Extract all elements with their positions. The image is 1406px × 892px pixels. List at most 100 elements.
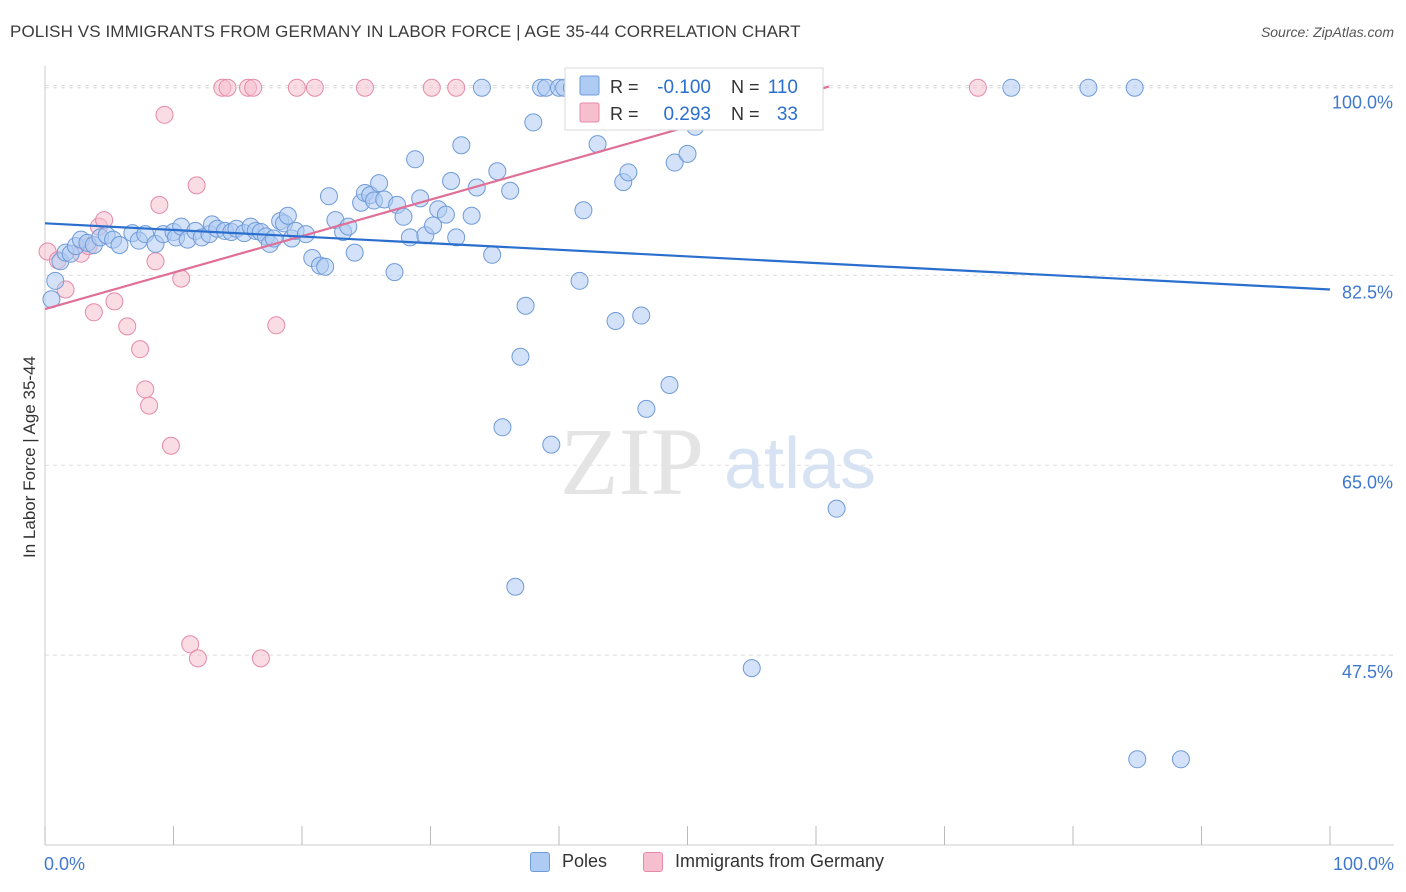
poles-point[interactable] [574, 201, 593, 220]
germany-point[interactable] [188, 649, 207, 668]
germany-point[interactable] [161, 436, 180, 455]
legend-label-germany: Immigrants from Germany [675, 851, 885, 871]
poles-point[interactable] [742, 659, 761, 678]
germany-point[interactable] [355, 78, 374, 97]
poles-point[interactable] [385, 263, 404, 282]
germany-swatch [643, 851, 663, 872]
legend-poles-r-label: R = [610, 77, 639, 97]
correlation-legend: R = -0.100 N = 110 R = 0.293 N = 33 [564, 67, 824, 131]
y-tick-label: 82.5% [1342, 282, 1393, 302]
germany-point[interactable] [305, 78, 324, 97]
poles-point[interactable] [316, 257, 335, 276]
legend-germany-n-value: 33 [777, 104, 798, 125]
poles-point[interactable] [46, 271, 65, 290]
germany-point[interactable] [131, 340, 150, 359]
poles-point[interactable] [524, 113, 543, 132]
poles-point[interactable] [394, 207, 413, 226]
poles-point[interactable] [637, 399, 656, 418]
legend-germany-swatch [579, 102, 600, 123]
grid-lines [45, 85, 1394, 656]
legend-label-poles: Poles [562, 851, 608, 871]
x-tick-label-min: 0.0% [44, 854, 85, 874]
poles-swatch [530, 851, 550, 872]
poles-point[interactable] [619, 163, 638, 182]
poles-point[interactable] [462, 206, 481, 225]
germany-point[interactable] [968, 78, 987, 97]
germany-point[interactable] [422, 78, 441, 97]
germany-point[interactable] [287, 78, 306, 97]
germany-point[interactable] [244, 78, 263, 97]
legend-poles-r-value: -0.100 [657, 77, 711, 98]
poles-point[interactable] [606, 311, 625, 330]
poles-point[interactable] [1002, 78, 1021, 97]
watermark: ZIP atlas [560, 408, 876, 515]
germany-point[interactable] [181, 635, 200, 654]
poles-point[interactable] [483, 245, 502, 264]
y-tick-label: 65.0% [1342, 472, 1393, 492]
watermark-zip: ZIP [560, 408, 704, 515]
axes: 100.0% 82.5% 65.0% 47.5% [44, 66, 1394, 846]
poles-point[interactable] [452, 136, 471, 155]
chart-title: POLISH VS IMMIGRANTS FROM GERMANY IN LAB… [10, 22, 801, 41]
poles-point[interactable] [511, 347, 530, 366]
poles-point[interactable] [406, 150, 425, 169]
legend-box [564, 67, 824, 131]
poles-point[interactable] [506, 577, 525, 596]
germany-point[interactable] [187, 176, 206, 195]
poles-point[interactable] [570, 271, 589, 290]
poles-trend-line [44, 222, 1331, 291]
poles-point[interactable] [1079, 78, 1098, 97]
poles-point[interactable] [278, 206, 297, 225]
poles-point[interactable] [110, 236, 129, 255]
poles-point[interactable] [442, 172, 461, 191]
source-credit: Source: ZipAtlas.com [1260, 24, 1394, 40]
poles-point[interactable] [1128, 750, 1147, 769]
poles-point[interactable] [1125, 78, 1144, 97]
watermark-atlas: atlas [724, 424, 876, 504]
legend-poles-swatch [579, 75, 600, 96]
poles-point[interactable] [488, 162, 507, 181]
germany-point[interactable] [447, 78, 466, 97]
legend-germany-r-value: 0.293 [663, 104, 711, 125]
germany-point[interactable] [155, 105, 174, 124]
poles-point[interactable] [436, 205, 455, 224]
germany-point[interactable] [84, 303, 103, 322]
y-tick-label: 47.5% [1342, 662, 1393, 682]
poles-point[interactable] [632, 306, 651, 325]
poles-point[interactable] [370, 174, 389, 193]
poles-point[interactable] [493, 418, 512, 437]
poles-point[interactable] [424, 216, 443, 235]
poles-point[interactable] [345, 243, 364, 262]
poles-point[interactable] [472, 78, 491, 97]
y-axis-title: In Labor Force | Age 35-44 [20, 356, 39, 558]
germany-point[interactable] [140, 396, 159, 415]
germany-point[interactable] [218, 78, 237, 97]
legend-poles-n-label: N = [731, 77, 760, 97]
germany-point[interactable] [136, 380, 155, 399]
poles-point[interactable] [660, 375, 679, 394]
legend-germany-n-label: N = [731, 104, 760, 124]
legend-item-poles[interactable]: Poles [530, 851, 607, 872]
legend-item-germany[interactable]: Immigrants from Germany [643, 851, 884, 872]
poles-point[interactable] [411, 189, 430, 208]
germany-point[interactable] [146, 252, 165, 271]
poles-point[interactable] [1171, 750, 1190, 769]
poles-point[interactable] [827, 499, 846, 518]
poles-point[interactable] [501, 181, 520, 200]
poles-point[interactable] [447, 228, 466, 247]
legend-poles-n-value: 110 [768, 77, 798, 98]
poles-point[interactable] [516, 296, 535, 315]
series-legend: Poles Immigrants from Germany [0, 851, 1406, 879]
germany-point[interactable] [251, 649, 270, 668]
germany-point[interactable] [150, 195, 169, 214]
poles-point[interactable] [678, 144, 697, 163]
germany-point[interactable] [105, 292, 124, 311]
poles-points [42, 78, 1190, 769]
poles-point[interactable] [665, 153, 684, 172]
legend-germany-r-label: R = [610, 104, 639, 124]
poles-point[interactable] [319, 187, 338, 206]
germany-point[interactable] [118, 317, 137, 336]
poles-point[interactable] [542, 435, 561, 454]
germany-point[interactable] [267, 316, 286, 335]
